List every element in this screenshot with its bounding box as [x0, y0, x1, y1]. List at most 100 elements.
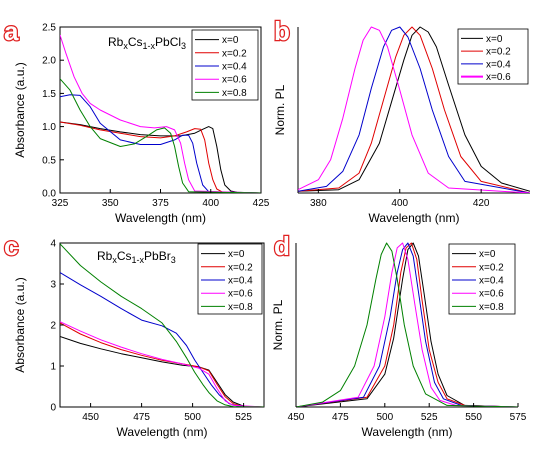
formula-subscript: x — [112, 255, 117, 265]
legend-label: x=0.4 — [228, 276, 253, 287]
legend-label: x=0 — [222, 35, 239, 46]
formula-subscript: 1-x — [143, 41, 156, 51]
legend-label: x=0.4 — [222, 62, 247, 73]
y-axis-label: Absorbance (a.u.) — [13, 62, 27, 157]
legend-label: x=0 — [479, 249, 496, 260]
legend-label: x=0 — [228, 249, 245, 260]
legend-label: x=0.2 — [486, 47, 511, 58]
series-line-x=0.2 — [296, 242, 518, 407]
y-tick-label: 1 — [50, 362, 56, 373]
panel-b: 380 400 420 Wavelength (nm) Norm. PL b x=0 x=0.… — [273, 15, 530, 225]
x-tick-label: 450 — [82, 412, 99, 423]
series-line-x=0.6 — [60, 321, 264, 407]
x-tick-label: 325 — [52, 198, 69, 209]
x-tick-label: 400 — [202, 198, 219, 209]
panel-letter: d — [274, 231, 290, 261]
series-line-x=0 — [296, 242, 518, 407]
x-axis-label: Wavelength (nm) — [115, 211, 206, 225]
y-tick-label: 4 — [50, 239, 56, 250]
series-line-x=0.4 — [60, 272, 264, 407]
panel-letter: b — [274, 16, 290, 46]
legend: x=0 x=0.2x=0.4 x=0.6 — [457, 28, 529, 85]
x-tick-label: 525 — [235, 412, 252, 423]
panel-letter: a — [4, 16, 19, 46]
y-tick-label: 2.0 — [42, 56, 56, 67]
series-line-x=0.8 — [60, 243, 264, 407]
series-line-x=0.6 — [298, 26, 530, 193]
compound-formula: RbxCs1-xPbBr3 — [97, 249, 176, 265]
series-line-x=0.6 — [296, 242, 518, 407]
formula-text: Rb — [108, 35, 124, 49]
legend: x=0 x=0.2 x=0.4 x=0.6 x=0.8 — [197, 243, 263, 315]
series-line-x=0 — [298, 26, 530, 192]
legend-label: x=0.8 — [222, 88, 247, 99]
legend-label: x=0.6 — [486, 72, 511, 83]
legend-box — [191, 29, 259, 101]
x-axis-label: Wavelength (nm) — [362, 425, 453, 439]
legend-label: x=0.8 — [479, 302, 504, 313]
x-tick-label: 550 — [465, 412, 482, 423]
x-tick-label: 425 — [253, 198, 270, 209]
x-tick-label: 575 — [510, 412, 527, 423]
y-tick-label: 0 — [50, 403, 56, 414]
y-tick-label: 1.0 — [42, 122, 56, 133]
panel-d: 450 475 500 525 550 575 Wavelength (nm) Norm. P… — [271, 230, 527, 439]
x-tick-label: 475 — [133, 412, 150, 423]
panel-c: 450 475 500 525 0 1 2 3 4 Wavelength (nm) Absorban… — [3, 230, 265, 439]
legend-label: x=0 — [486, 34, 503, 45]
series-line-x=0.4 — [298, 26, 530, 193]
legend-label: x=0.4 — [479, 276, 504, 287]
legend-box — [448, 243, 516, 315]
x-tick-label: 500 — [184, 412, 201, 423]
x-tick-label: 420 — [473, 198, 490, 209]
y-tick-label: 3 — [50, 280, 56, 291]
formula-text: Cs — [117, 249, 132, 263]
x-tick-label: 350 — [102, 198, 119, 209]
series-line-x=0 — [60, 121, 261, 193]
panel-a: 325 350 375 400 425 0.0 0.5 1.0 1.5 2.0 2.5 Wavelen… — [3, 15, 270, 225]
legend-label: x=0.4 — [486, 59, 511, 70]
formula-subscript: 3 — [171, 255, 176, 265]
panel-letter: c — [4, 231, 18, 261]
y-tick-label: 0.0 — [42, 189, 56, 200]
legend: x=0 x=0.2 x=0.4 x=0.6 x=0.8 — [448, 243, 516, 315]
formula-subscript: x — [123, 41, 128, 51]
formula-text: Rb — [97, 249, 113, 263]
series-line-x=0.8 — [60, 78, 261, 193]
legend-label: x=0.2 — [222, 48, 247, 59]
x-axis-label: Wavelength (nm) — [117, 425, 208, 439]
formula-text: PbBr — [144, 249, 171, 263]
legend-label: x=0.2 — [228, 262, 253, 273]
x-tick-label: 380 — [310, 198, 327, 209]
series-line-x=0.6 — [60, 34, 261, 193]
legend-box — [197, 243, 263, 315]
series-line-x=0.4 — [296, 242, 518, 407]
x-tick-label: 475 — [332, 412, 349, 423]
x-tick-label: 400 — [391, 198, 408, 209]
formula-text: Cs — [128, 35, 143, 49]
y-axis-label: Absorbance (a.u.) — [13, 277, 27, 372]
x-tick-label: 525 — [421, 412, 438, 423]
formula-subscript: 3 — [181, 41, 186, 51]
y-axis-label: Norm. PL — [273, 84, 287, 135]
legend-label: x=0.6 — [479, 289, 504, 300]
x-tick-label: 500 — [376, 412, 393, 423]
x-tick-label: 375 — [152, 198, 169, 209]
y-tick-label: 2 — [50, 321, 56, 332]
x-tick-label: 450 — [288, 412, 305, 423]
formula-subscript: 1-x — [132, 255, 145, 265]
legend-label: x=0.2 — [479, 262, 504, 273]
series-line-x=0.8 — [296, 242, 518, 407]
y-axis-label: Norm. PL — [271, 299, 285, 350]
series-line-x=0.4 — [60, 94, 261, 193]
x-axis-label: Wavelength (nm) — [369, 211, 460, 225]
legend: x=0 x=0.2 x=0.4 x=0.6 x=0.8 — [191, 29, 259, 101]
legend-label: x=0.6 — [228, 289, 253, 300]
compound-formula: RbxCs1-xPbCl3 — [108, 35, 186, 51]
series-line-x=0.2 — [298, 26, 530, 193]
y-tick-label: 0.5 — [42, 155, 56, 166]
legend-label: x=0.8 — [228, 302, 253, 313]
formula-text: PbCl — [155, 35, 181, 49]
legend-label: x=0.6 — [222, 75, 247, 86]
